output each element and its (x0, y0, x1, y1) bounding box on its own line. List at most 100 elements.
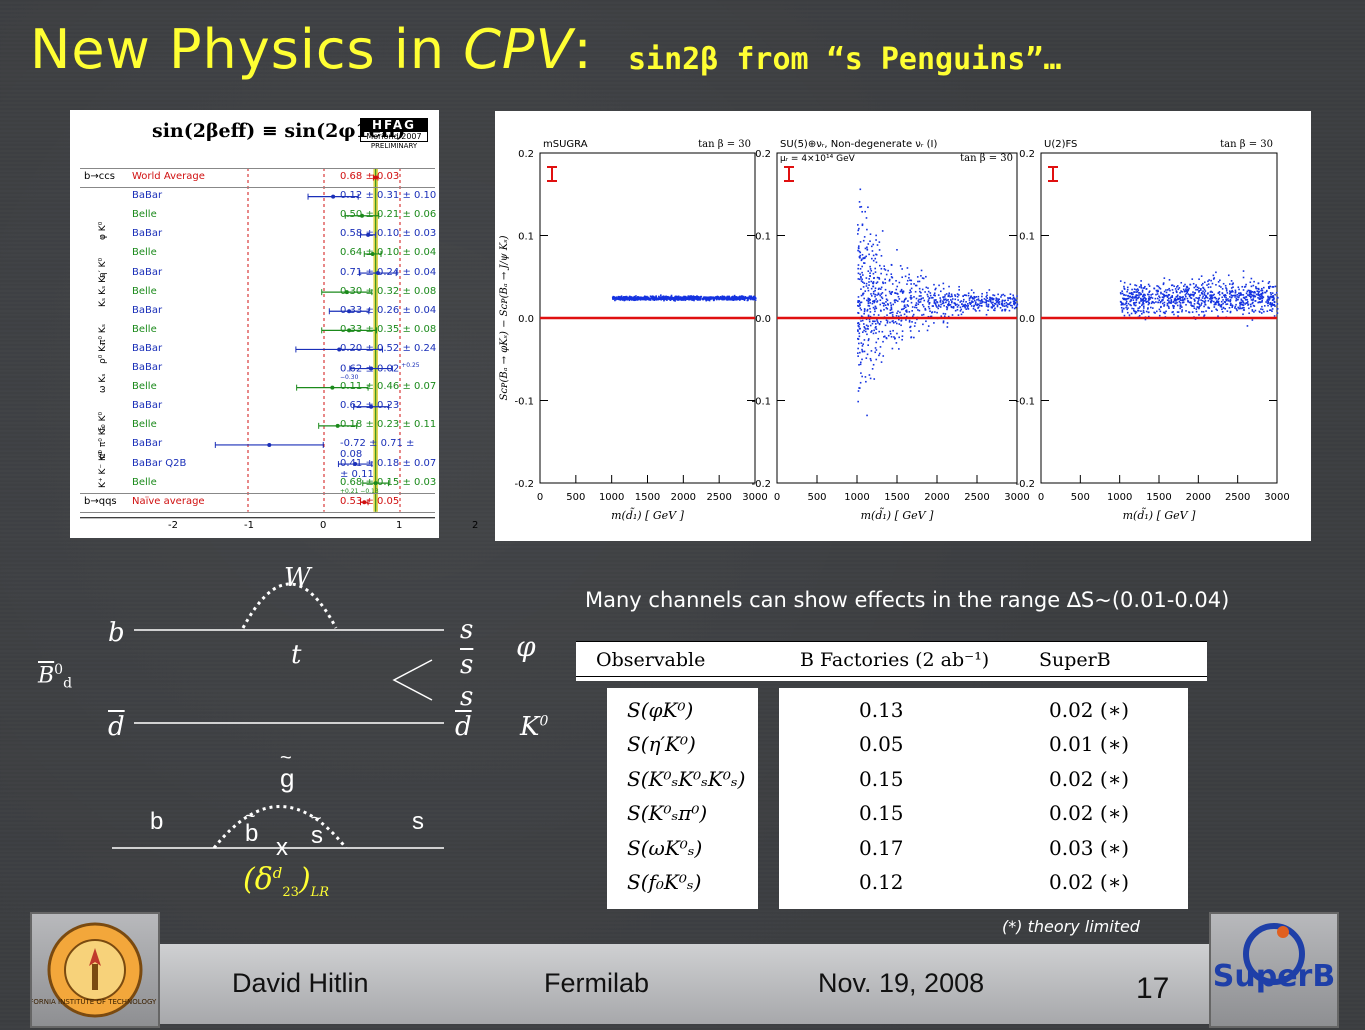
scatter-point (630, 298, 633, 300)
scatter-point (900, 320, 903, 322)
scatter-point (917, 280, 919, 283)
scatter-point (1221, 288, 1224, 290)
scatter-point (1125, 300, 1128, 303)
table-observable: S(η′K⁰) (627, 732, 696, 757)
scatter-point (626, 298, 629, 300)
scatter-point (653, 299, 656, 301)
scatter-point (1191, 278, 1194, 280)
scatter-point (1121, 290, 1123, 292)
feynman-diagrams (112, 582, 444, 849)
scatter-point (882, 281, 884, 284)
scatter-point (1215, 301, 1218, 304)
scatter-point (871, 302, 874, 305)
scatter-point (872, 281, 875, 283)
scatter-point (1267, 286, 1270, 288)
scatter-point (1236, 299, 1239, 301)
scatter-point (715, 296, 718, 299)
scatter-point (910, 298, 912, 300)
scatter-point (1261, 289, 1264, 292)
scatter-point (885, 301, 887, 303)
scatter-point (1242, 296, 1245, 299)
scatter-x-tick-label: 500 (807, 492, 826, 503)
scatter-point (870, 331, 872, 333)
scatter-point (901, 276, 903, 279)
scatter-point (891, 347, 894, 350)
scatter-point (1210, 294, 1213, 297)
scatter-point (636, 297, 639, 299)
scatter-point (956, 306, 959, 308)
scatter-point (713, 297, 716, 299)
scatter-point (927, 300, 929, 303)
scatter-point (869, 315, 872, 318)
scatter-point (863, 308, 866, 311)
scatter-point (1215, 308, 1217, 311)
scatter-point (969, 296, 972, 299)
scatter-point (1143, 300, 1145, 302)
scatter-point (959, 310, 962, 312)
scatter-point (967, 308, 970, 310)
scatter-point (623, 298, 626, 300)
hfag-row-value: 0.20 ± 0.52 ± 0.24 (340, 342, 437, 354)
scatter-point (754, 297, 757, 300)
scatter-point (871, 368, 874, 370)
hfag-row: BaBar -0.72 ± 0.71 ± 0.08 (70, 435, 439, 460)
scatter-point (862, 257, 865, 260)
scatter-point (858, 323, 861, 326)
scatter-point (716, 295, 719, 298)
scatter-point (908, 291, 911, 294)
scatter-point (1237, 306, 1240, 309)
scatter-point (868, 281, 870, 283)
scatter-point (933, 322, 935, 324)
scatter-point (867, 344, 869, 346)
scatter-point (1198, 303, 1201, 306)
scatter-point (630, 299, 633, 301)
scatter-point (967, 304, 969, 307)
scatter-point (1173, 285, 1175, 288)
scatter-point (860, 342, 863, 344)
hfag-row: b→qqs Naïve average 0.53 ± 0.05 (70, 493, 439, 512)
scatter-point (1127, 307, 1129, 309)
scatter-point (1235, 299, 1237, 302)
scatter-point (1148, 291, 1150, 294)
scatter-point (874, 257, 877, 260)
hfag-row-value: 0.18 ± 0.23 ± 0.11 (340, 419, 437, 431)
scatter-point (1128, 292, 1131, 295)
scatter-point (916, 318, 918, 321)
scatter-point (944, 298, 947, 301)
scatter-point (928, 301, 931, 304)
scatter-point (667, 297, 669, 299)
scatter-point (652, 298, 655, 301)
scatter-point (1130, 312, 1133, 315)
scatter-point (857, 322, 859, 325)
scatter-point (618, 298, 621, 301)
scatter-point (859, 327, 861, 330)
scatter-point (880, 296, 883, 298)
scatter-point (885, 337, 888, 340)
scatter-point (954, 302, 956, 305)
table-bfactory-value: 0.15 (859, 766, 904, 791)
scatter-point (753, 296, 756, 299)
scatter-point (1125, 294, 1127, 297)
scatter-y-tick-label: 0.1 (1019, 232, 1035, 243)
scatter-point (710, 296, 713, 299)
scatter-point (1151, 293, 1154, 295)
scatter-point (1252, 296, 1255, 298)
scatter-point (1228, 290, 1231, 292)
scatter-point (1229, 311, 1232, 314)
scatter-point (865, 324, 868, 327)
scatter-point (1218, 303, 1221, 306)
scatter-point (863, 326, 866, 328)
scatter-point (924, 308, 927, 311)
scatter-point (915, 297, 918, 300)
scatter-point (669, 297, 672, 299)
scatter-point (1140, 293, 1143, 295)
scatter-point (914, 322, 917, 324)
scatter-point (1191, 305, 1194, 307)
scatter-point (956, 308, 959, 311)
scatter-point (1253, 311, 1255, 313)
scatter-point (703, 296, 705, 299)
scatter-point (1231, 304, 1234, 307)
scatter-point (677, 296, 680, 299)
scatter-point (1149, 298, 1151, 300)
scatter-point (1211, 299, 1213, 302)
